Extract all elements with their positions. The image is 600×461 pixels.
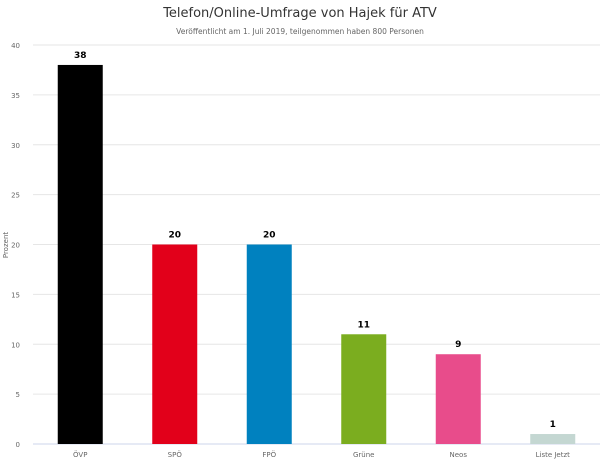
chart-title: Telefon/Online-Umfrage von Hajek für ATV xyxy=(162,6,437,21)
data-label: 20 xyxy=(168,231,181,241)
bar xyxy=(341,334,387,444)
y-tick-label: 5 xyxy=(16,391,20,399)
bar xyxy=(435,354,481,444)
y-axis-label: Prozent xyxy=(2,232,10,259)
chart-subtitle: Veröffentlicht am 1. Juli 2019, teilgeno… xyxy=(176,27,424,36)
y-tick-label: 35 xyxy=(11,92,20,100)
x-tick-label: Neos xyxy=(450,451,468,459)
data-label: 9 xyxy=(455,340,461,350)
x-tick-label: Grüne xyxy=(353,451,374,459)
y-tick-label: 30 xyxy=(11,142,20,150)
data-label: 11 xyxy=(357,320,370,330)
bar xyxy=(152,244,198,444)
y-tick-label: 15 xyxy=(11,291,20,299)
bar xyxy=(530,434,576,444)
y-tick-label: 40 xyxy=(11,42,20,50)
y-tick-label: 25 xyxy=(11,192,20,200)
data-label: 1 xyxy=(550,420,556,430)
bar xyxy=(57,64,103,444)
x-tick-label: Liste Jetzt xyxy=(536,451,571,459)
bar xyxy=(246,244,292,444)
y-tick-label: 10 xyxy=(11,341,20,349)
x-tick-label: SPÖ xyxy=(168,450,183,459)
y-tick-label: 20 xyxy=(11,242,20,250)
data-label: 20 xyxy=(263,231,276,241)
data-label: 38 xyxy=(74,51,87,61)
x-tick-label: ÖVP xyxy=(73,450,87,459)
y-tick-label: 0 xyxy=(16,441,20,449)
x-tick-label: FPÖ xyxy=(262,450,276,459)
